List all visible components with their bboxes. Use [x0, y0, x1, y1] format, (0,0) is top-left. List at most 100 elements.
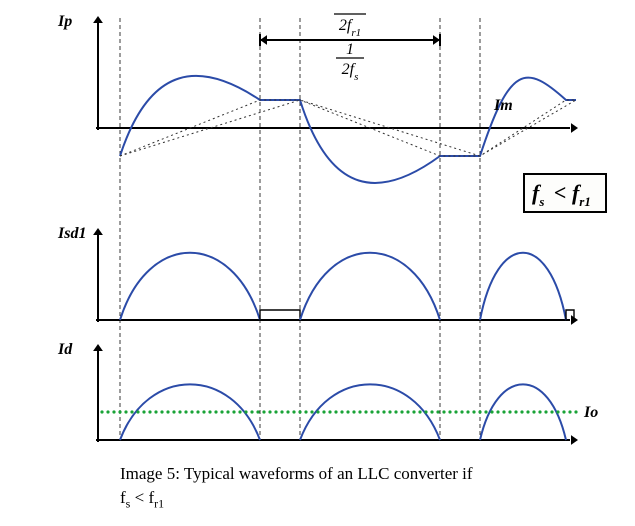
x-axis-arrow — [571, 123, 578, 133]
io-dot — [352, 410, 355, 413]
io-dot — [262, 410, 265, 413]
io-dot — [190, 410, 193, 413]
io-dot — [286, 410, 289, 413]
io-dot — [154, 410, 157, 413]
io-dot — [160, 410, 163, 413]
io-dot — [400, 410, 403, 413]
io-dot — [124, 410, 127, 413]
io-dot — [466, 410, 469, 413]
Isd1-label: Isd1 — [57, 225, 86, 242]
io-dot — [310, 410, 313, 413]
io-dot — [208, 410, 211, 413]
y-axis-arrow — [93, 16, 103, 23]
io-dot — [484, 410, 487, 413]
io-dot — [562, 410, 565, 413]
io-dot — [244, 410, 247, 413]
im-label: Im — [493, 97, 513, 114]
io-dot — [298, 410, 301, 413]
io-dot — [106, 410, 109, 413]
io-dot — [394, 410, 397, 413]
io-dot — [226, 410, 229, 413]
io-dot — [538, 410, 541, 413]
io-dot — [178, 410, 181, 413]
io-dot — [574, 410, 577, 413]
io-dot — [544, 410, 547, 413]
io-dot — [220, 410, 223, 413]
io-dot — [364, 410, 367, 413]
io-dot — [412, 410, 415, 413]
io-dot — [250, 410, 253, 413]
io-dot — [490, 410, 493, 413]
io-dot — [436, 410, 439, 413]
isd1-step — [260, 310, 300, 320]
io-dot — [166, 410, 169, 413]
y-axis-arrow — [93, 344, 103, 351]
io-dot — [256, 410, 259, 413]
io-dot — [430, 410, 433, 413]
io-dot — [556, 410, 559, 413]
io-dot — [370, 410, 373, 413]
io-dot — [388, 410, 391, 413]
isd1-lobe — [120, 253, 260, 320]
y-axis-arrow — [93, 228, 103, 235]
io-dot — [448, 410, 451, 413]
io-dot — [418, 410, 421, 413]
io-dot — [214, 410, 217, 413]
caption-fr-r1: r1 — [154, 496, 164, 510]
caption-line1: Image 5: Typical waveforms of an LLC con… — [120, 464, 473, 483]
io-dot — [202, 410, 205, 413]
io-dot — [274, 410, 277, 413]
io-dot — [460, 410, 463, 413]
io-dot — [454, 410, 457, 413]
io-dot — [508, 410, 511, 413]
io-dot — [280, 410, 283, 413]
io-dot — [532, 410, 535, 413]
figure-container: IpIsd1Id2fr112fsImIofs < fr1 — [50, 12, 610, 452]
io-dot — [316, 410, 319, 413]
io-dot — [502, 410, 505, 413]
io-dot — [232, 410, 235, 413]
fraction-denom: 2fs — [342, 61, 359, 83]
io-dot — [334, 410, 337, 413]
io-dot — [118, 410, 121, 413]
io-dot — [292, 410, 295, 413]
period-arrow-right — [433, 35, 440, 45]
figure-caption: Image 5: Typical waveforms of an LLC con… — [120, 462, 540, 512]
io-dot — [376, 410, 379, 413]
waveform-svg: IpIsd1Id2fr112fsImIofs < fr1 — [50, 12, 610, 452]
io-dot — [550, 410, 553, 413]
ip-curve — [120, 76, 576, 183]
x-axis-arrow — [571, 435, 578, 445]
caption-lt: < — [130, 488, 148, 507]
io-dot — [328, 410, 331, 413]
io-dot — [238, 410, 241, 413]
io-dot — [268, 410, 271, 413]
io-label: Io — [583, 404, 598, 421]
isd1-lobe — [300, 253, 440, 320]
io-dot — [496, 410, 499, 413]
io-dot — [514, 410, 517, 413]
io-dot — [382, 410, 385, 413]
io-dot — [148, 410, 151, 413]
io-dot — [424, 410, 427, 413]
isd1-lobe — [480, 253, 566, 320]
io-dot — [526, 410, 529, 413]
io-dot — [112, 410, 115, 413]
io-dot — [304, 410, 307, 413]
io-dot — [184, 410, 187, 413]
io-dot — [196, 410, 199, 413]
period-arrow-left — [260, 35, 267, 45]
io-dot — [340, 410, 343, 413]
io-dot — [142, 410, 145, 413]
io-dot — [568, 410, 571, 413]
io-dot — [136, 410, 139, 413]
io-dot — [172, 410, 175, 413]
io-dot — [322, 410, 325, 413]
io-dot — [358, 410, 361, 413]
io-dot — [520, 410, 523, 413]
io-dot — [406, 410, 409, 413]
io-dot — [442, 410, 445, 413]
period-upper-label: 2fr1 — [339, 17, 361, 39]
Id-label: Id — [57, 341, 73, 358]
io-dot — [100, 410, 103, 413]
